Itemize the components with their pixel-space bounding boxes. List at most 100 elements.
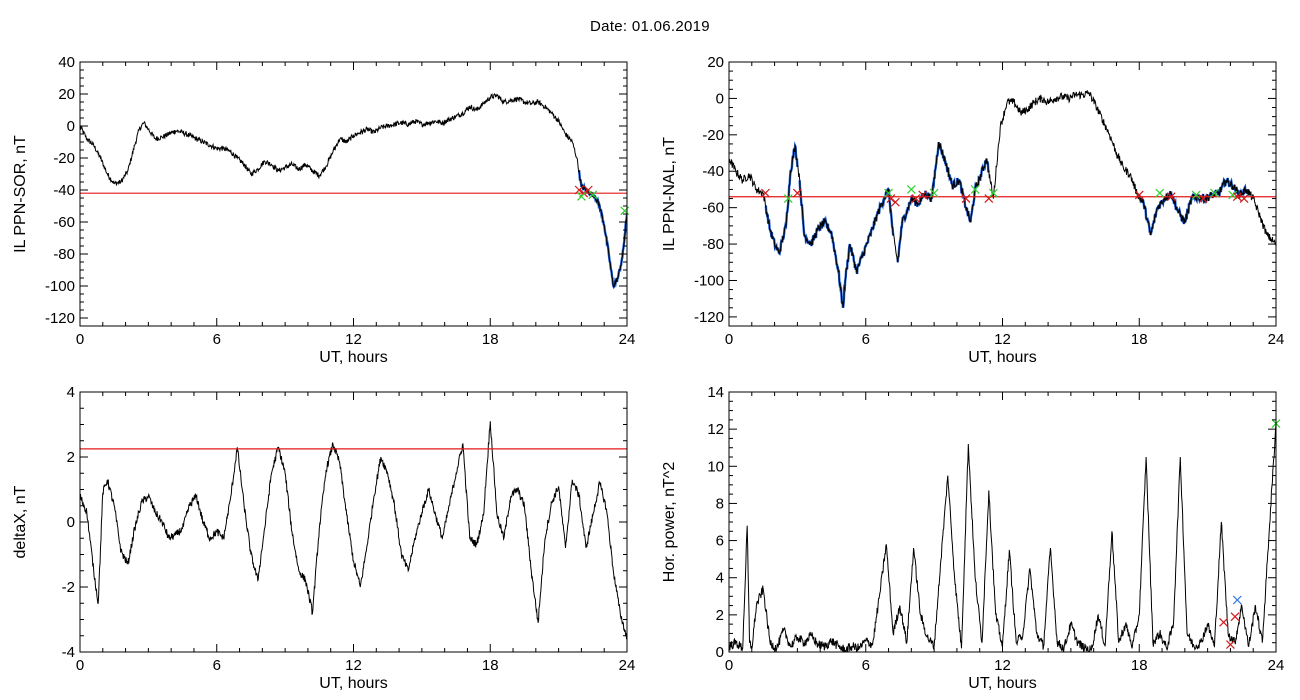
y-tick-label: -40: [702, 163, 724, 180]
marker-1: [792, 188, 802, 198]
plot-frame: [728, 391, 1277, 653]
y-tick-label: -60: [53, 214, 75, 231]
x-tick-label: 6: [862, 657, 870, 674]
y-tick-label: 0: [67, 118, 75, 135]
marker-15: [1155, 188, 1165, 198]
y-tick-label: 10: [707, 458, 724, 475]
x-tick-label: 12: [345, 331, 362, 348]
series-line: [729, 89, 1276, 308]
x-tick-label: 18: [1131, 331, 1148, 348]
highlight-segment-2: [896, 141, 990, 263]
marker-stroke: [911, 194, 921, 203]
x-axis-label: UT, hours: [319, 675, 387, 692]
y-tick-label: -2: [62, 579, 75, 596]
y-tick-label: 0: [67, 514, 75, 531]
marker-stroke: [929, 188, 939, 198]
marker-4: [886, 194, 896, 203]
y-tick-label: 2: [716, 607, 724, 624]
marker-stroke: [890, 197, 900, 207]
x-tick-label: 24: [1268, 657, 1285, 674]
marker-20: [1228, 190, 1238, 200]
marker-7: [911, 194, 921, 203]
marker-5: [890, 197, 900, 207]
marker-12: [984, 194, 994, 203]
marker-0: [761, 188, 770, 198]
y-tick-label: 14: [707, 384, 724, 401]
marker-stroke: [792, 188, 802, 198]
plot-frame: [79, 61, 628, 327]
y-tick-label: -4: [62, 644, 75, 661]
y-tick-label: -100: [45, 278, 75, 295]
x-tick-label: 18: [482, 657, 499, 674]
x-tick-label: 18: [1131, 657, 1148, 674]
marker-stroke: [988, 188, 998, 198]
marker-stroke: [961, 194, 971, 203]
x-tick-label: 0: [76, 331, 84, 348]
y-tick-label: 40: [58, 54, 75, 71]
y-tick-label: 20: [58, 86, 75, 103]
y-axis-label: Hor. power, nT^2: [661, 462, 678, 583]
marker-stroke: [1239, 194, 1249, 203]
marker-1: [1225, 640, 1235, 649]
y-tick-label: -20: [702, 127, 724, 144]
y-tick-label: -120: [694, 309, 724, 326]
marker-8: [918, 190, 928, 200]
marker-stroke: [906, 185, 916, 194]
marker-11: [970, 185, 980, 194]
x-tick-label: 6: [213, 331, 221, 348]
x-tick-label: 0: [725, 331, 733, 348]
marker-10: [961, 194, 971, 203]
x-tick-label: 6: [213, 657, 221, 674]
marker-18: [1198, 194, 1208, 203]
x-tick-label: 12: [994, 331, 1011, 348]
marker-2: [783, 194, 793, 203]
x-axis-label: UT, hours: [968, 349, 1036, 366]
marker-16: [1166, 192, 1176, 202]
y-tick-label: -80: [702, 236, 724, 253]
marker-19: [1210, 188, 1219, 198]
marker-3: [884, 188, 893, 198]
marker-stroke: [1210, 188, 1219, 198]
y-tick-label: -120: [45, 310, 75, 327]
marker-21: [1232, 192, 1242, 202]
x-tick-label: 18: [482, 331, 499, 348]
marker-stroke: [1198, 194, 1208, 203]
marker-stroke: [574, 185, 584, 195]
x-tick-label: 24: [619, 331, 636, 348]
x-tick-label: 12: [994, 657, 1011, 674]
y-tick-label: 6: [716, 533, 724, 550]
y-tick-label: -60: [702, 200, 724, 217]
y-axis-label: deltaX, nT: [12, 485, 29, 558]
y-tick-label: 12: [707, 421, 724, 438]
marker-stroke: [886, 194, 896, 203]
y-tick-label: 4: [716, 570, 724, 587]
marker-stroke: [1225, 640, 1235, 649]
marker-17: [1191, 190, 1201, 200]
marker-4: [588, 190, 598, 200]
y-tick-label: 2: [67, 449, 75, 466]
x-tick-label: 0: [725, 657, 733, 674]
y-tick-label: 4: [67, 384, 75, 401]
x-axis-label: UT, hours: [968, 675, 1036, 692]
series-line: [80, 421, 627, 640]
y-tick-label: 0: [716, 90, 724, 107]
series-line: [80, 92, 627, 288]
x-tick-label: 12: [345, 657, 362, 674]
y-tick-label: -100: [694, 272, 724, 289]
x-tick-label: 6: [862, 331, 870, 348]
y-tick-label: -40: [53, 182, 75, 199]
x-axis-label: UT, hours: [319, 349, 387, 366]
marker-3: [1232, 595, 1242, 605]
marker-stroke: [1155, 188, 1165, 198]
page-title: Date: 01.06.2019: [590, 18, 710, 35]
panel-il-ppn-sor: 0 6 12 18 24 -120 -100 -80 -60 -40 -20 0 20 40 UT, hou…: [12, 54, 635, 366]
marker-2: [1230, 612, 1240, 622]
marker-0: [574, 185, 584, 195]
y-tick-label: 8: [716, 495, 724, 512]
marker-stroke: [884, 188, 893, 198]
marker-6: [906, 185, 916, 194]
marker-stroke: [1191, 190, 1201, 200]
marker-stroke: [1166, 192, 1176, 202]
marker-stroke: [761, 188, 770, 198]
